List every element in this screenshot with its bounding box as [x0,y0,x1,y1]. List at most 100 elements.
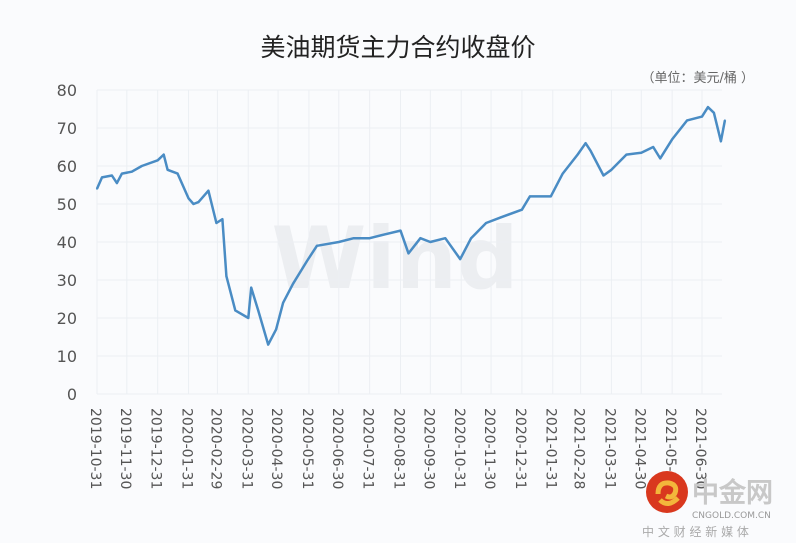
y-tick-label: 70 [57,119,77,138]
data-point [247,317,250,319]
data-point [275,328,278,331]
data-point [589,149,592,152]
data-point [337,241,340,243]
data-point [470,237,473,240]
data-point [176,172,179,175]
y-tick-label: 0 [67,385,77,404]
data-point [115,182,118,185]
data-point [140,165,143,167]
x-tick-label: 2020-01-31 [179,408,195,489]
data-point [419,237,422,240]
x-tick-label: 2021-04-30 [631,408,647,489]
y-tick-label: 20 [57,309,77,328]
data-point [429,241,432,243]
y-tick-label: 30 [57,271,77,290]
data-point [561,172,564,175]
data-point [706,106,709,109]
data-point [712,111,715,114]
chart-title: 美油期货主力合约收盘价 [260,33,536,62]
data-point [671,138,674,141]
y-tick-label: 60 [57,157,77,176]
data-point [120,172,123,175]
data-point [221,218,224,221]
data-point [444,237,447,240]
data-point [292,282,295,285]
data-point [499,216,502,219]
data-point [723,119,726,122]
x-tick-label: 2019-11-30 [117,408,133,489]
data-point [166,168,169,171]
x-tick-label: 2021-06-30 [692,408,708,489]
y-tick-label: 80 [57,81,77,100]
data-point [520,208,523,211]
data-point [215,222,218,224]
data-point [267,343,270,346]
data-point [250,286,253,289]
y-tick-label: 40 [57,233,77,252]
x-tick-label: 2020-06-30 [329,408,345,489]
watermark: Wind [271,209,518,309]
data-point [610,168,613,171]
data-point [162,153,165,156]
price-line [95,105,727,346]
data-point [352,237,355,240]
data-point [225,275,228,278]
data-point [156,159,159,162]
data-point [315,244,318,247]
data-point [257,309,260,312]
x-tick-label: 2020-03-31 [238,408,254,489]
logo-swirl-icon [655,480,680,506]
logo-domain: CNGOLD.COM.CN [692,511,771,521]
y-tick-label: 10 [57,347,77,366]
data-point [549,195,552,198]
data-point [528,195,531,198]
data-point [659,157,662,160]
logo-name: 中金网 [692,477,773,509]
x-tick-label: 2020-09-30 [420,408,436,489]
data-point [100,176,103,179]
data-point [407,252,410,255]
x-tick-label: 2020-11-30 [481,408,497,489]
data-point [130,170,133,173]
data-point [485,222,488,224]
x-tick-label: 2020-02-29 [207,408,223,489]
data-point [110,174,113,177]
data-point [96,187,98,190]
data-point [625,153,628,156]
data-point [602,174,605,177]
data-point [192,203,195,205]
data-point [459,258,462,261]
data-point [234,309,237,312]
x-tick-label: 2020-10-31 [451,408,467,489]
x-tick-label: 2019-10-31 [87,408,103,489]
x-tick-label: 2020-08-31 [390,408,406,489]
data-point [584,142,587,145]
x-tick-label: 2020-12-31 [512,408,528,489]
data-point [282,301,285,304]
logo-tagline: 中 文 财 经 新 媒 体 [642,524,749,539]
logo-circle-icon [646,471,688,513]
data-point [597,165,600,167]
data-point [305,260,308,262]
unit-label: （单位：美元/桶 ） [641,71,754,86]
y-tick-label: 50 [57,195,77,214]
x-tick-label: 2020-04-30 [268,408,284,489]
x-tick-label: 2021-05-31 [662,408,678,489]
x-tick-label: 2020-05-31 [299,408,315,489]
data-point [640,151,643,154]
data-point [197,201,200,204]
data-point [187,197,190,200]
data-point [652,146,655,148]
data-point [368,237,371,240]
cngold-logo: 中金网 CNGOLD.COM.CN 中 文 财 经 新 媒 体 [640,470,796,543]
data-point [701,115,703,118]
x-tick-label: 2021-02-28 [571,408,587,489]
x-tick-label: 2021-03-31 [601,408,617,489]
data-point [686,119,689,122]
data-point [383,233,386,236]
data-point [207,189,210,192]
x-tick-label: 2021-01-31 [543,408,559,489]
data-point [399,229,402,232]
data-point [576,153,579,156]
